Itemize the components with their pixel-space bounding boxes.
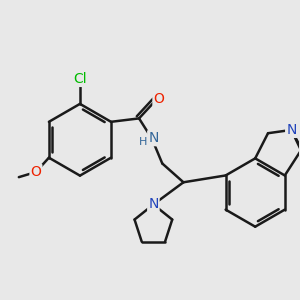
Text: O: O [31,165,41,179]
Text: O: O [153,92,164,106]
Text: N: N [148,197,159,211]
Text: N: N [148,131,159,145]
Text: N: N [286,123,296,137]
Text: H: H [139,137,147,147]
Text: Cl: Cl [73,72,87,86]
